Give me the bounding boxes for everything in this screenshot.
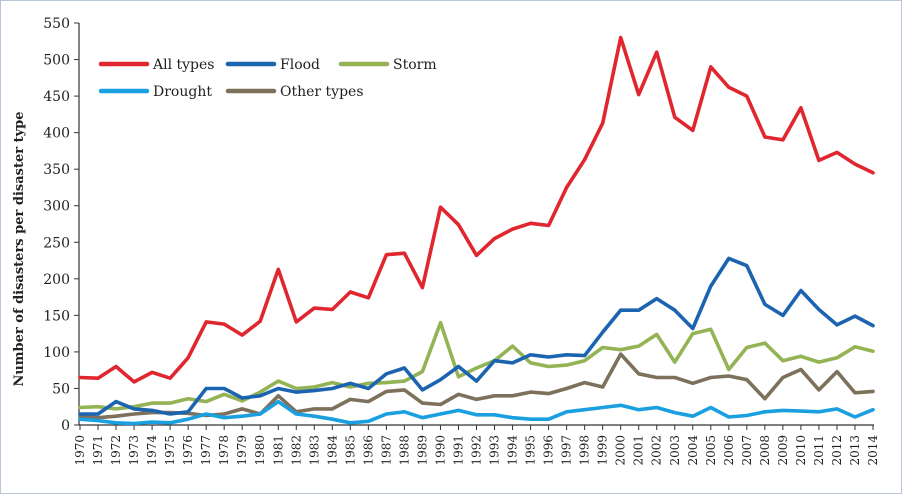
- x-tick-label: 2006: [722, 435, 736, 466]
- x-tick-label: 1995: [524, 435, 538, 466]
- x-tick-label: 2013: [848, 435, 862, 466]
- series-line-drought: [78, 399, 875, 426]
- x-tick-label: 2014: [866, 435, 880, 466]
- x-tick-label: 1993: [488, 435, 502, 466]
- x-tick-label: 1996: [542, 435, 556, 466]
- x-tick-label: 1999: [596, 435, 610, 466]
- x-tick-label: 2003: [668, 435, 682, 466]
- x-tick-label: 1982: [289, 435, 303, 466]
- x-tick-label: 2010: [794, 435, 808, 466]
- legend-label-flood: Flood: [280, 57, 320, 73]
- x-tick-label: 1997: [560, 435, 574, 466]
- y-tick-label: 50: [52, 381, 70, 397]
- x-tick-label: 1976: [181, 435, 195, 466]
- y-tick-label: 550: [43, 16, 70, 32]
- series-line-all-types: [78, 35, 875, 384]
- legend-label-other-types: Other types: [280, 84, 364, 100]
- y-tick-label: 0: [61, 418, 70, 434]
- legend-label-drought: Drought: [153, 84, 212, 100]
- x-tick-label: 2004: [686, 435, 700, 466]
- x-tick-label: 1992: [470, 435, 484, 466]
- x-tick-label: 1987: [379, 435, 393, 466]
- y-tick-label: 100: [43, 345, 70, 361]
- y-tick-label: 200: [43, 272, 70, 288]
- y-tick-label: 350: [43, 162, 70, 178]
- x-tick-label: 2008: [758, 435, 772, 466]
- series-line-flood: [78, 256, 875, 416]
- y-axis-label: Number of disasters per disaster type: [12, 111, 27, 386]
- y-tick-label: 450: [43, 89, 70, 105]
- x-tick-label: 2011: [812, 435, 826, 466]
- y-tick-label: 150: [43, 308, 70, 324]
- x-tick-label: 1971: [91, 435, 105, 466]
- x-tick-label: 2009: [776, 435, 790, 466]
- x-tick-label: 1972: [109, 435, 123, 466]
- y-tick-label: 300: [43, 199, 70, 215]
- x-tick-label: 1978: [217, 435, 231, 466]
- series-lines: [78, 35, 875, 426]
- x-tick-label: 2002: [650, 435, 664, 466]
- x-tick-label: 1970: [73, 435, 87, 466]
- series-line-storm: [78, 320, 875, 411]
- x-ticks: 1970 1971 1972 1973 1974 1975 1976 1977 1978 1979…: [73, 425, 880, 466]
- x-tick-label: 1977: [199, 435, 213, 466]
- y-tick-label: 400: [43, 126, 70, 142]
- x-tick-label: 1979: [235, 435, 249, 466]
- x-tick-label: 1984: [325, 435, 339, 466]
- x-tick-label: 1975: [163, 435, 177, 466]
- x-tick-label: 1990: [433, 435, 447, 466]
- x-tick-label: 1974: [145, 435, 159, 466]
- x-tick-label: 1998: [578, 435, 592, 466]
- x-tick-label: 2000: [614, 435, 628, 466]
- series-line-other-types: [78, 352, 875, 420]
- x-tick-label: 1981: [271, 435, 285, 466]
- x-tick-label: 2012: [830, 435, 844, 466]
- x-tick-label: 1986: [361, 435, 375, 466]
- legend-label-storm: Storm: [393, 57, 437, 73]
- x-tick-label: 2007: [740, 435, 754, 466]
- x-tick-label: 1988: [397, 435, 411, 466]
- y-tick-label: 500: [43, 53, 70, 69]
- x-tick-label: 1985: [343, 435, 357, 466]
- x-tick-label: 1983: [307, 435, 321, 466]
- y-tick-label: 250: [43, 235, 70, 251]
- legend: All types Flood Storm Drought Other types: [98, 57, 437, 100]
- x-tick-label: 1973: [127, 435, 141, 466]
- x-tick-label: 1980: [253, 435, 267, 466]
- x-tick-label: 1994: [506, 435, 520, 466]
- x-tick-label: 2001: [632, 435, 646, 466]
- x-tick-label: 2005: [704, 435, 718, 466]
- y-ticks: 0 50 100 150 200 250 300 350 400 450 500 550: [43, 16, 79, 434]
- legend-label-all-types: All types: [152, 57, 214, 73]
- x-tick-label: 1989: [415, 435, 429, 466]
- x-tick-label: 1991: [451, 435, 465, 466]
